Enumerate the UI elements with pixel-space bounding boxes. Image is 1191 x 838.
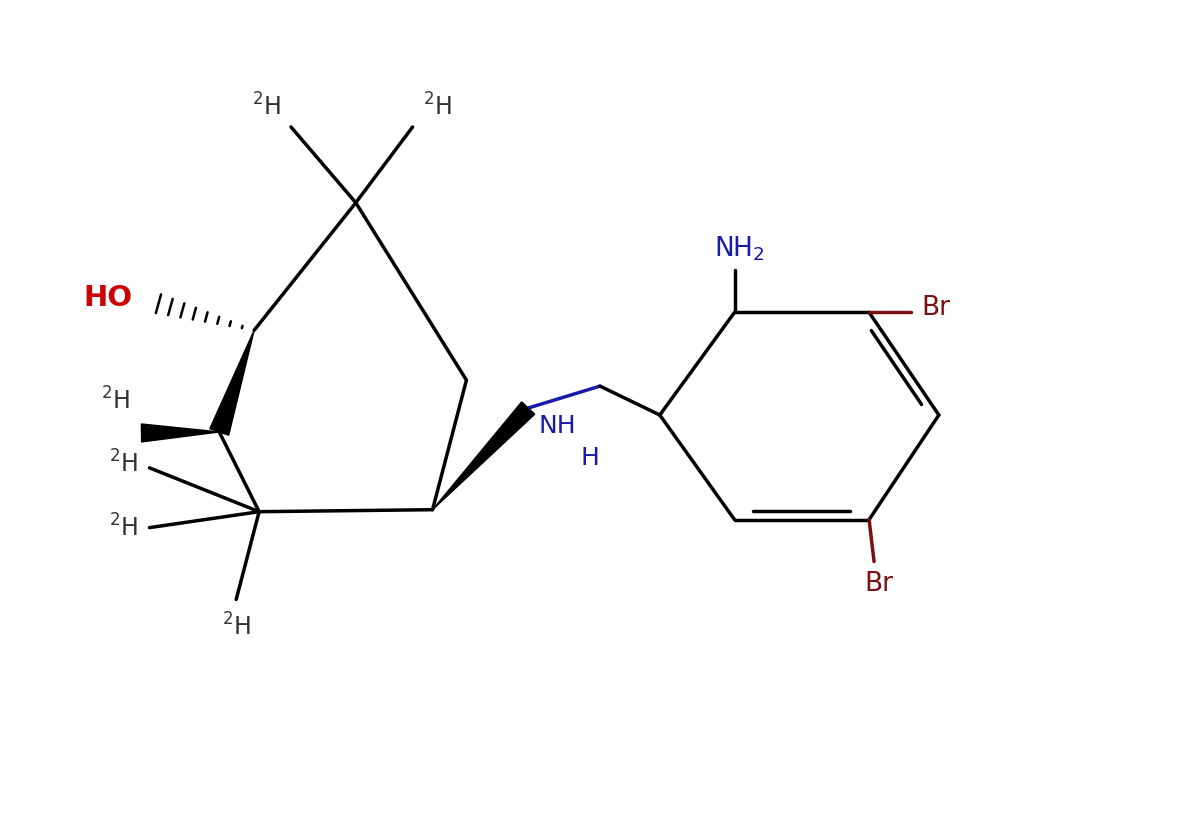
Text: H: H (580, 446, 599, 470)
Text: $^{2}$H: $^{2}$H (108, 514, 137, 541)
Text: $^{2}$H: $^{2}$H (100, 388, 130, 415)
Polygon shape (142, 424, 219, 442)
Polygon shape (432, 402, 535, 510)
Text: $^{2}$H: $^{2}$H (252, 94, 281, 121)
Text: $^{2}$H: $^{2}$H (423, 94, 451, 121)
Text: NH: NH (538, 414, 575, 438)
Text: NH$_2$: NH$_2$ (715, 234, 765, 262)
Text: Br: Br (865, 572, 893, 597)
Text: $^{2}$H: $^{2}$H (222, 613, 250, 640)
Polygon shape (210, 330, 254, 435)
Text: HO: HO (83, 284, 132, 313)
Text: $^{2}$H: $^{2}$H (108, 450, 137, 478)
Text: Br: Br (921, 295, 950, 321)
